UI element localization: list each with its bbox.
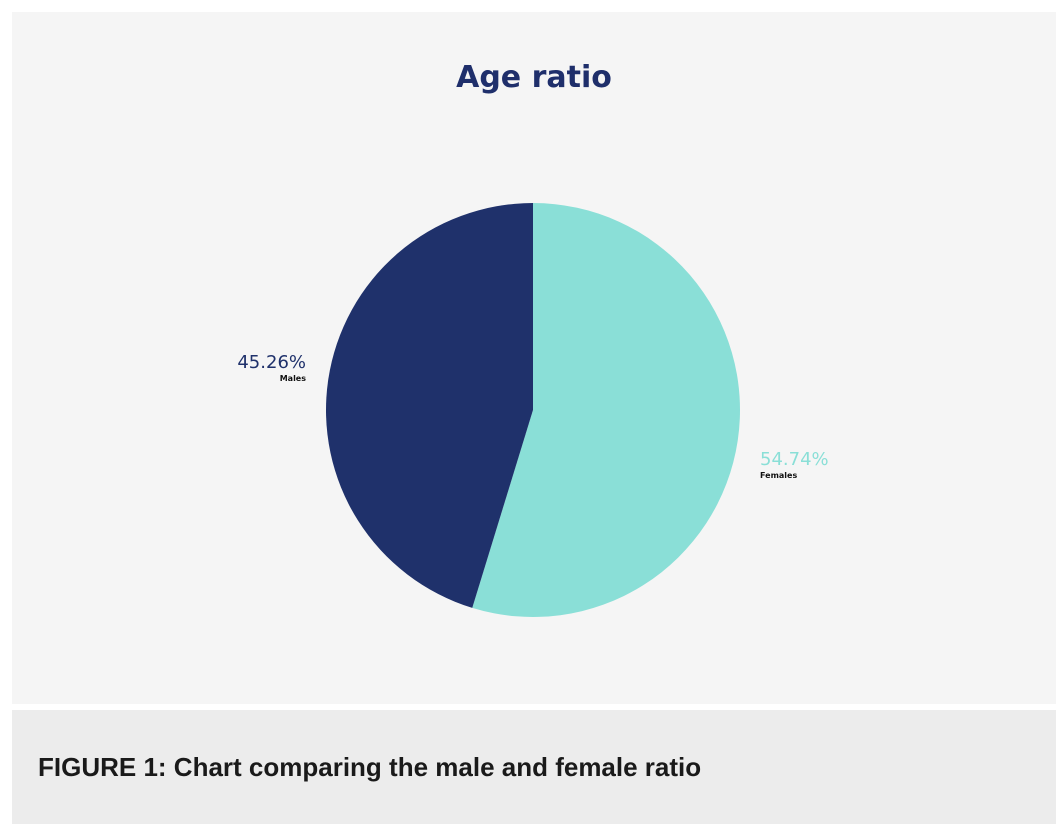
slice-percent-label-males: 45.26% bbox=[237, 352, 306, 373]
pie-slice-males bbox=[326, 203, 533, 608]
slice-name-label-males: Males bbox=[280, 374, 307, 383]
chart-title: Age ratio bbox=[456, 60, 612, 95]
chart-panel: Age ratio 54.74% Females 45.26% Males bbox=[12, 12, 1056, 704]
pie-slice-females bbox=[472, 203, 741, 618]
slice-percent-label-females: 54.74% bbox=[760, 449, 829, 470]
pie-chart: 54.74%Females 45.26%Males bbox=[237, 203, 829, 618]
slice-name-label-females: Females bbox=[760, 471, 797, 480]
caption-panel: FIGURE 1: Chart comparing the male and f… bbox=[12, 710, 1056, 824]
figure-caption: FIGURE 1: Chart comparing the male and f… bbox=[38, 752, 702, 782]
